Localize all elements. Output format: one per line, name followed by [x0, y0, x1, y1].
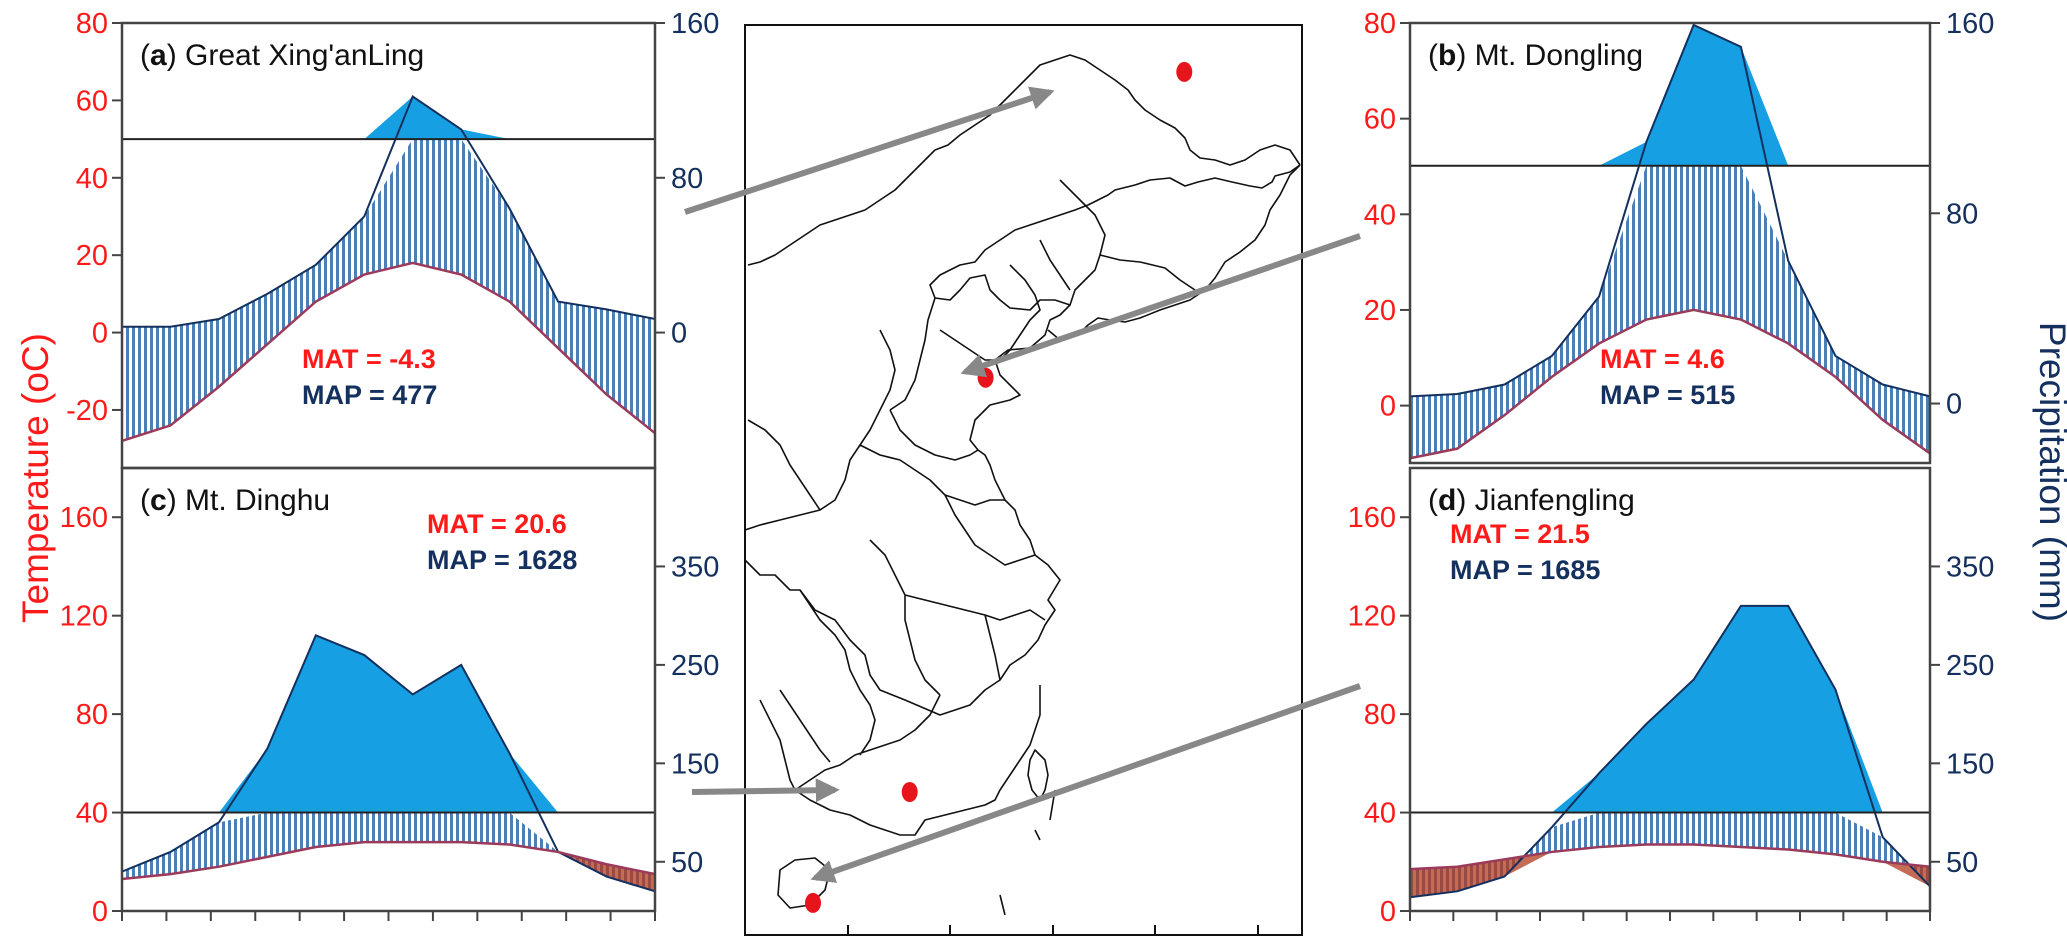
precip-tick-label: 0 [1946, 389, 1962, 421]
humid-band-c [122, 812, 655, 892]
precip-tick-label: 250 [1946, 650, 1994, 682]
mat-label-c: MAT = 20.6 [427, 509, 567, 539]
temperature-tick-label: 160 [60, 502, 108, 534]
site-marker-d [805, 892, 821, 913]
map-label-a: MAP = 477 [302, 380, 437, 410]
precipitation-line-d [1409, 604, 1931, 899]
site-marker-c [901, 782, 918, 802]
temperature-tick-label: 40 [76, 798, 108, 830]
panel-frame-b [1408, 21, 1932, 465]
precipitation-axis-label: Precipitation (mm) [2032, 322, 2067, 622]
wet-area-a [122, 96, 655, 140]
temperature-tick-label: -20 [66, 395, 108, 427]
precipitation-line-a [122, 94, 656, 328]
temperature-tick-label: 80 [76, 699, 108, 731]
map-coast-south [794, 685, 1041, 836]
precip-tick-label: 50 [671, 847, 703, 879]
precip-tick-label: 150 [1946, 748, 1994, 780]
map-site-markers [805, 61, 1193, 913]
map-coastline [744, 164, 1301, 716]
climate-panel-a: 80 60 40 20 0 -20 160 80 0 (a) Great Xing'anLing M… [66, 8, 719, 470]
site-arrows [684, 86, 1361, 883]
map-hainan [777, 857, 831, 909]
temperature-tick-label: 60 [1364, 104, 1396, 136]
panel-title-d: (d) Jianfengling [1428, 484, 1635, 517]
temperature-tick-label: 80 [1364, 8, 1396, 40]
temperature-tick-label: 120 [1348, 601, 1396, 633]
precip-tick-label: 0 [671, 318, 687, 350]
climate-panel-c: 160 120 80 40 0 350 250 150 50 (c) Mt. Dinghu MAT … [60, 466, 719, 928]
arrow-d [810, 683, 1361, 883]
panel-title-b: (b) Mt. Dongling [1428, 39, 1643, 72]
temperature-tick-label: 40 [76, 163, 108, 195]
map-border-northeast [747, 54, 1301, 266]
temperature-tick-label: 80 [1364, 699, 1396, 731]
temperature-line-a [121, 261, 656, 443]
precip-tick-label: 160 [671, 8, 719, 40]
arrow-a [684, 86, 1055, 215]
mat-label-a: MAT = -4.3 [302, 344, 436, 374]
humid-band-d [1410, 812, 1930, 898]
temperature-tick-label: 0 [1380, 391, 1396, 423]
site-marker-a [1176, 61, 1193, 82]
humid-band-a [122, 139, 655, 441]
precip-tick-label: 80 [1946, 198, 1978, 230]
temperature-axis-label: Temperature (oC) [15, 333, 56, 623]
precip-tick-label: 160 [1946, 8, 1994, 40]
china-map [744, 24, 1303, 936]
precip-tick-label: 350 [671, 551, 719, 583]
temperature-tick-label: 20 [76, 240, 108, 272]
temperature-line-c [121, 840, 656, 881]
map-label-c: MAP = 1628 [427, 545, 577, 575]
precip-tick-label: 250 [671, 650, 719, 682]
mat-label-b: MAT = 4.6 [1600, 344, 1725, 374]
temperature-line-b [1409, 308, 1931, 460]
temperature-tick-label: 0 [92, 896, 108, 928]
temperature-tick-label: 40 [1364, 199, 1396, 231]
precip-tick-label: 150 [671, 748, 719, 780]
wet-area-b [1410, 25, 1930, 166]
map-border-north [1047, 164, 1301, 341]
site-marker-b [977, 367, 994, 388]
temperature-tick-label: 0 [1380, 896, 1396, 928]
arrow-b [960, 233, 1361, 378]
map-province-lines [744, 179, 1196, 791]
precip-tick-label: 80 [671, 163, 703, 195]
panel-title-a: (a) Great Xing'anLing [140, 39, 424, 72]
temperature-tick-label: 80 [76, 8, 108, 40]
panel-title-c: (c) Mt. Dinghu [140, 484, 330, 517]
map-boundaries [744, 54, 1301, 916]
map-label-d: MAP = 1685 [1450, 555, 1600, 585]
temperature-tick-label: 20 [1364, 295, 1396, 327]
climate-panel-b: 80 60 40 20 0 160 80 0 (b) Mt. Dongling MAT = 4.6… [1364, 8, 1994, 465]
temperature-line-d [1409, 843, 1931, 871]
map-frame-ticks [744, 925, 1259, 935]
temperature-tick-label: 0 [92, 318, 108, 350]
wet-area-c [122, 635, 655, 813]
temperature-tick-label: 120 [60, 601, 108, 633]
map-label-b: MAP = 515 [1600, 380, 1735, 410]
temperature-tick-label: 160 [1348, 502, 1396, 534]
precipitation-line-b [1409, 23, 1931, 398]
humid-band-b [1410, 165, 1930, 459]
arrow-c [691, 778, 840, 803]
precip-tick-label: 350 [1946, 551, 1994, 583]
wet-area-d [1410, 605, 1930, 813]
temperature-tick-label: 40 [1364, 798, 1396, 830]
dry-area-d [1410, 844, 1930, 898]
temperature-tick-label: 60 [76, 85, 108, 117]
mat-label-d: MAT = 21.5 [1450, 519, 1590, 549]
precipitation-line-c [121, 634, 656, 893]
precip-tick-label: 50 [1946, 847, 1978, 879]
